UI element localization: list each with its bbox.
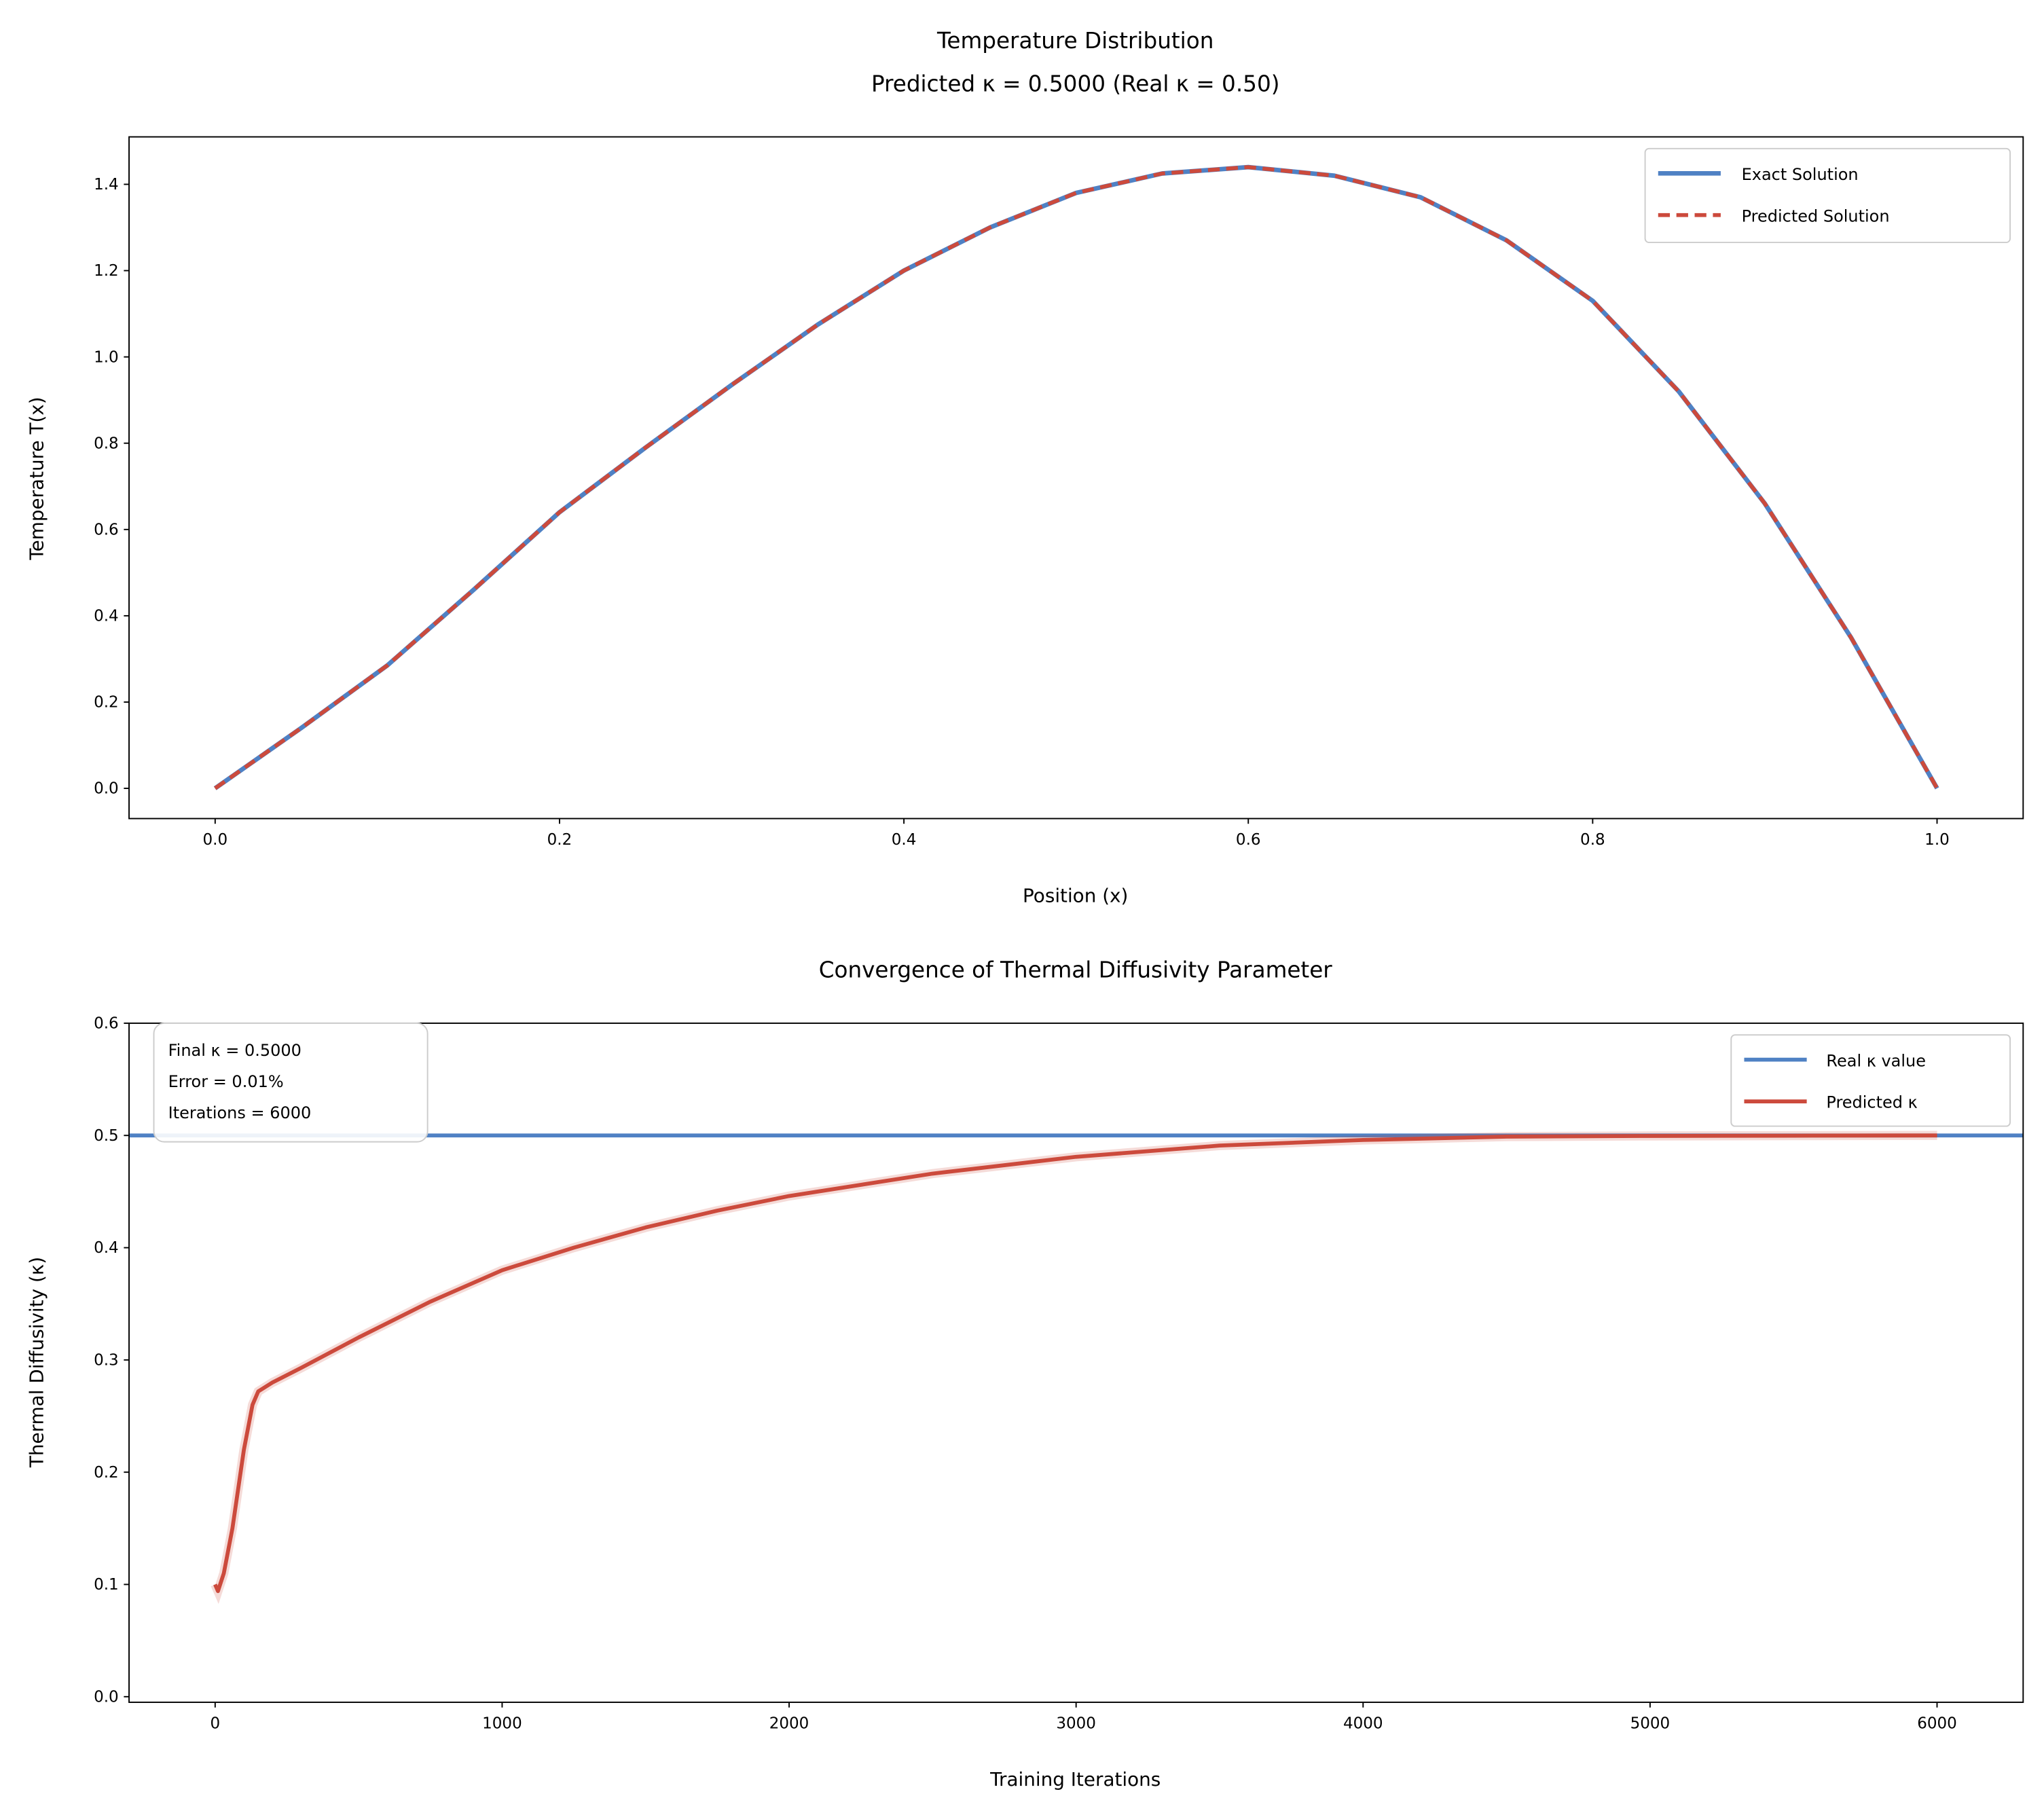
x-axis-label: Position (x): [1023, 884, 1128, 906]
y-tick-label: 0.6: [94, 1015, 119, 1033]
y-axis-label: Temperature T(x): [25, 397, 48, 560]
y-tick-label: 1.4: [94, 176, 119, 194]
y-tick-label: 0.5: [94, 1127, 119, 1145]
x-tick-label: 1.0: [1924, 831, 1950, 849]
y-tick-label: 1.0: [94, 348, 119, 366]
series-band-predicted: [211, 1131, 1937, 1604]
x-tick-label: 4000: [1343, 1714, 1383, 1732]
y-tick-label: 0.2: [94, 1464, 119, 1482]
legend-box: [1730, 1034, 2011, 1127]
x-tick-label: 5000: [1630, 1714, 1671, 1732]
y-tick-label: 0.4: [94, 608, 119, 625]
chart-title: Convergence of Thermal Diffusivity Param…: [819, 957, 1333, 983]
x-tick-label: 2000: [769, 1714, 809, 1732]
x-tick-label: 3000: [1056, 1714, 1096, 1732]
annotation-error: Error = 0.01%: [168, 1072, 284, 1091]
y-tick-label: 0.8: [94, 435, 119, 452]
chart-title: Temperature Distribution: [936, 28, 1213, 54]
annotation-box: Final κ = 0.5000 Error = 0.01% Iteration…: [153, 1022, 428, 1143]
convergence-chart: Convergence of Thermal Diffusivity Param…: [25, 957, 2024, 1791]
series-line-exact: [213, 164, 1939, 790]
annotation-frame: [153, 1022, 428, 1143]
y-axis-label: Thermal Diffusivity (κ): [25, 1257, 48, 1468]
legend-label-predicted: Predicted κ: [1826, 1093, 1917, 1112]
y-tick-label: 0.0: [94, 780, 119, 798]
y-tick-label: 0.4: [94, 1239, 119, 1257]
y-tick-label: 0.6: [94, 521, 119, 538]
x-tick-label: 0.2: [547, 831, 572, 849]
x-tick-label: 0.4: [892, 831, 917, 849]
x-axis-label: Training Iterations: [989, 1768, 1161, 1791]
legend-label-real: Real κ value: [1826, 1051, 1926, 1070]
legend: Real κ value Predicted κ: [1730, 1034, 2011, 1127]
legend-box: [1644, 147, 2011, 244]
plot-frame: [128, 136, 2024, 820]
y-tick-label: 0.0: [94, 1688, 119, 1706]
annotation-iterations: Iterations = 6000: [168, 1103, 312, 1122]
x-tick-label: 0.8: [1580, 831, 1605, 849]
annotation-final-kappa: Final κ = 0.5000: [168, 1041, 302, 1060]
chart-subtitle: Predicted κ = 0.5000 (Real κ = 0.50): [871, 71, 1279, 96]
y-tick-label: 0.2: [94, 694, 119, 712]
series-line-predicted: [214, 165, 1939, 790]
x-tick-label: 6000: [1917, 1714, 1957, 1732]
series-line-predicted: [213, 1133, 1937, 1594]
x-tick-label: 0: [211, 1714, 221, 1732]
legend: Exact Solution Predicted Solution: [1644, 147, 2011, 244]
legend-label-predicted: Predicted Solution: [1742, 206, 1890, 225]
x-tick-label: 0.6: [1236, 831, 1261, 849]
temperature-chart: Temperature Distribution Predicted κ = 0…: [25, 28, 2024, 906]
legend-label-exact: Exact Solution: [1742, 165, 1859, 184]
x-tick-label: 1000: [482, 1714, 522, 1732]
y-tick-label: 1.2: [94, 262, 119, 280]
y-tick-label: 0.1: [94, 1576, 119, 1594]
y-tick-label: 0.3: [94, 1352, 119, 1370]
x-tick-label: 0.0: [203, 831, 228, 849]
